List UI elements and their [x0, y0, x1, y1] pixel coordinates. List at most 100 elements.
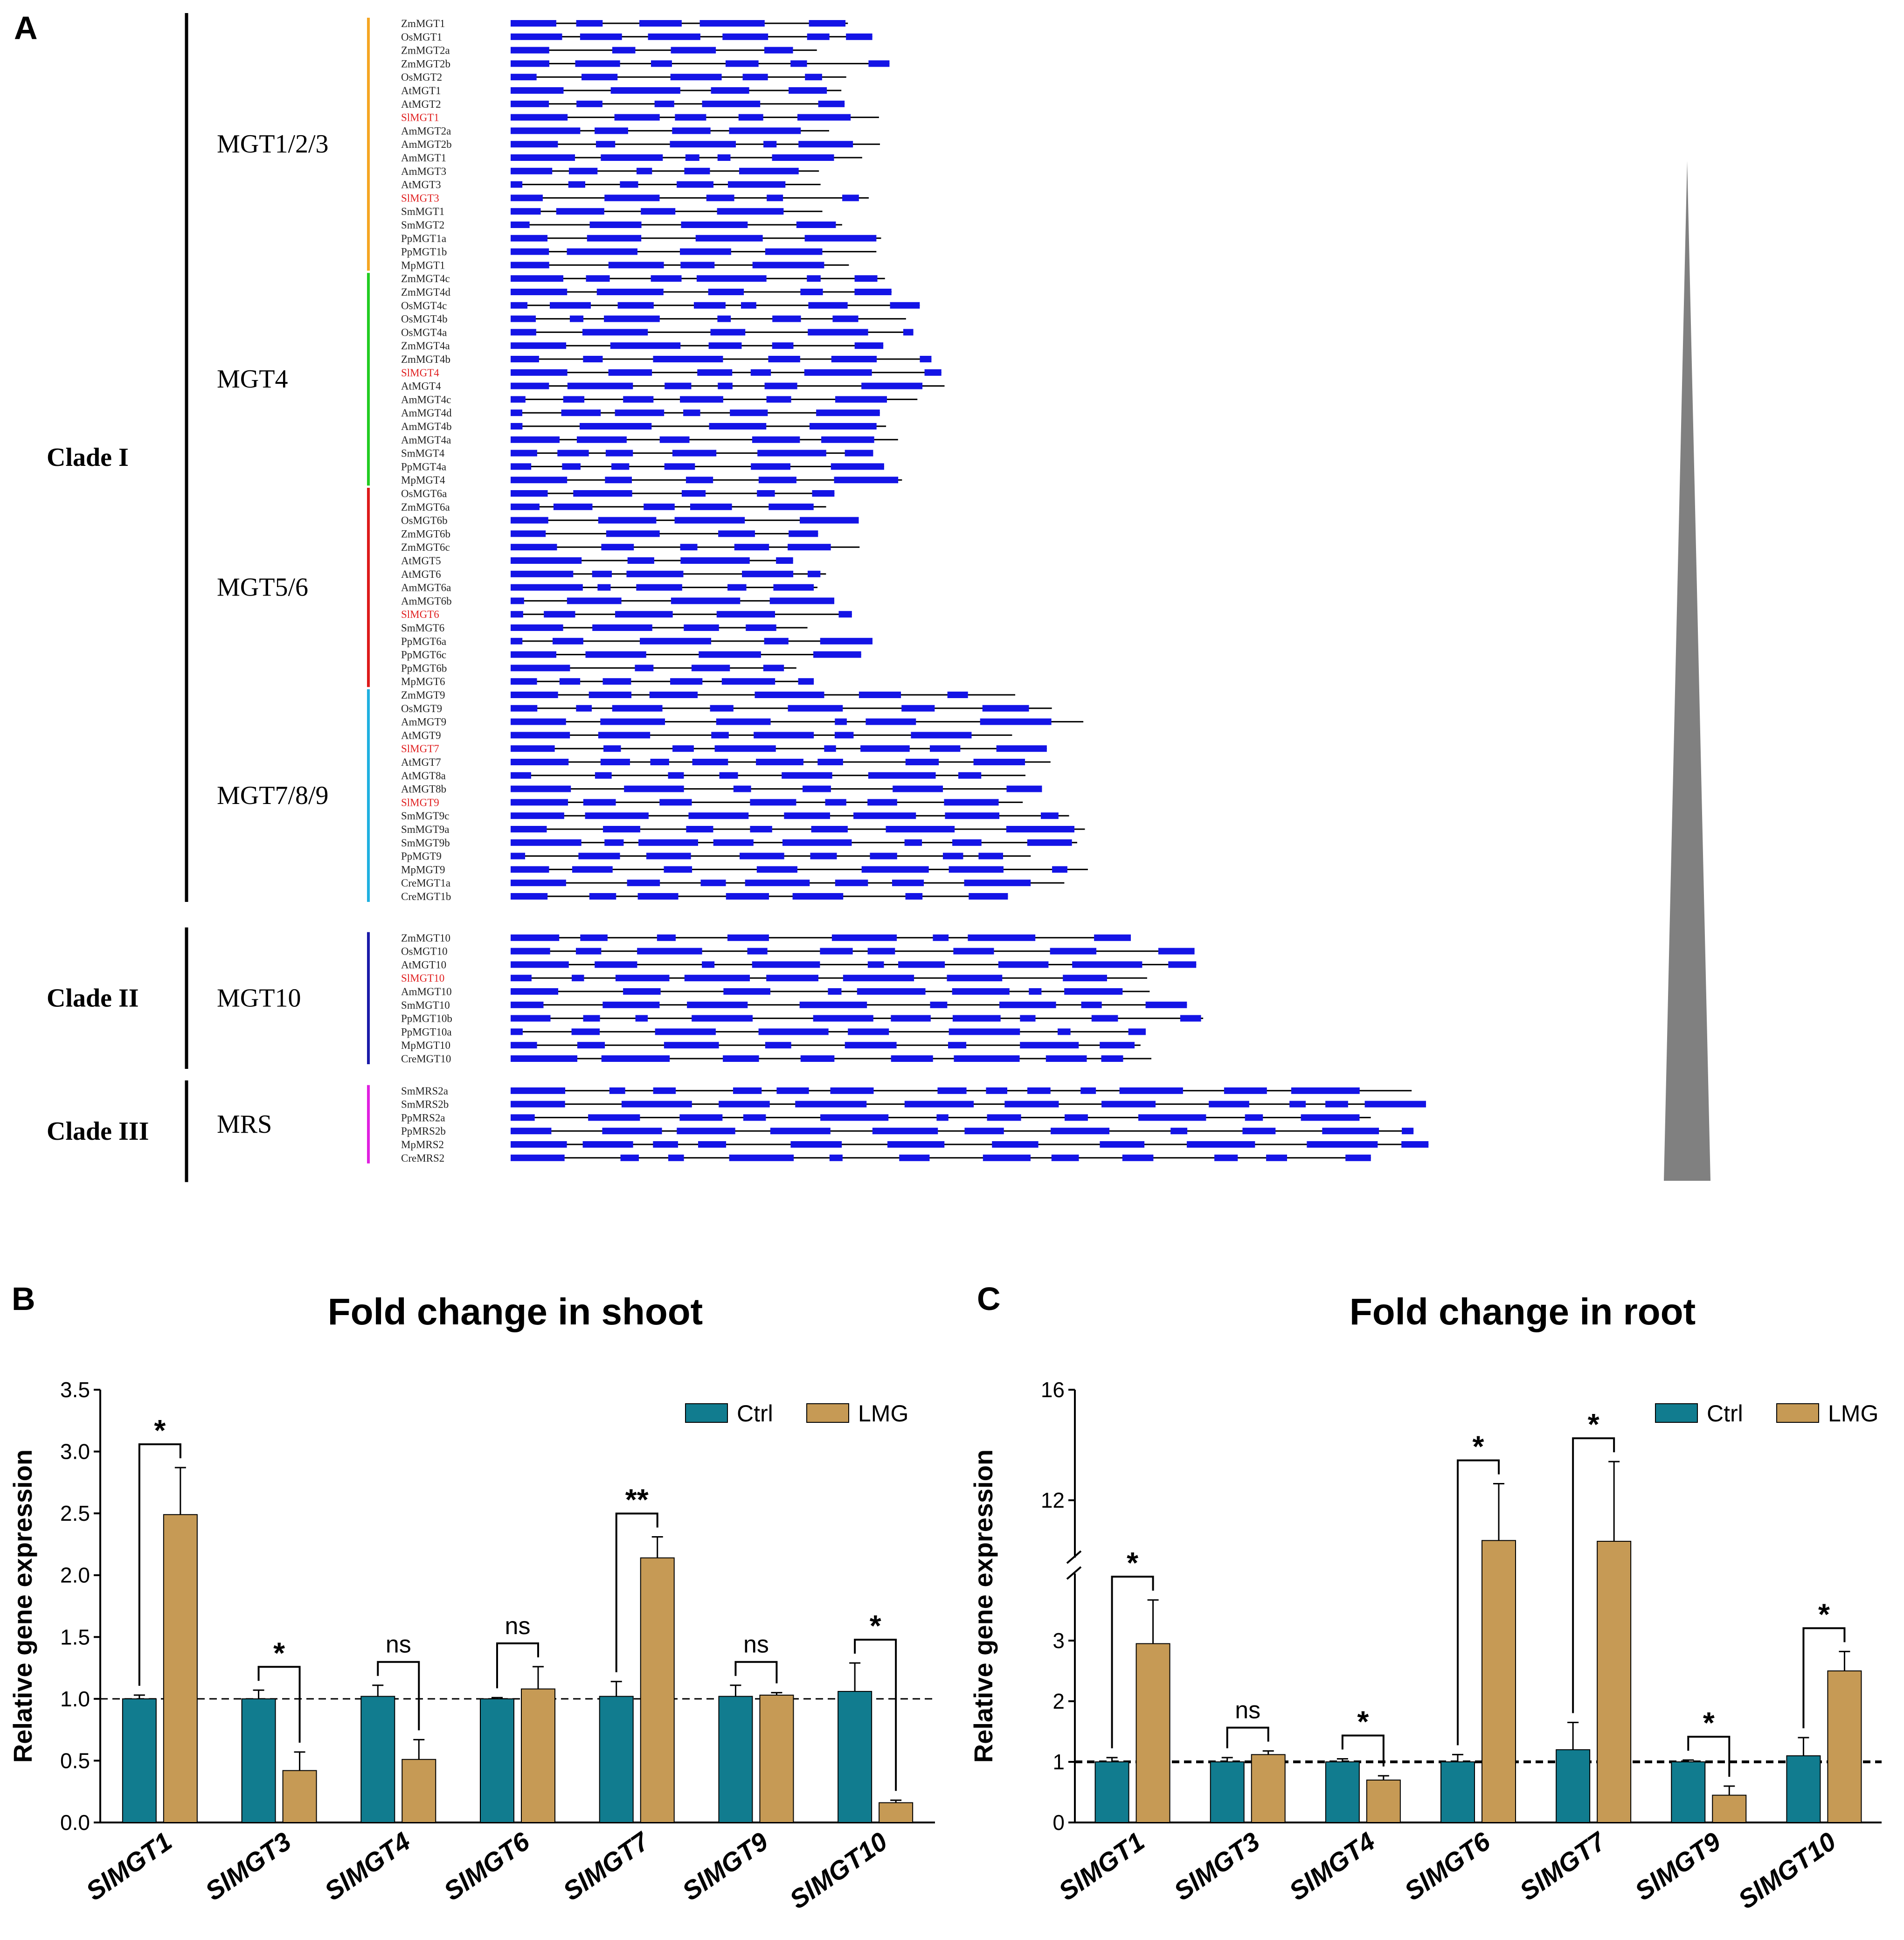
- exon-block: [1101, 1101, 1156, 1108]
- exon-block: [603, 745, 621, 752]
- exon-block: [588, 1114, 640, 1121]
- exon-block: [646, 852, 691, 859]
- exon-block: [861, 866, 929, 873]
- exon-block: [693, 302, 726, 309]
- exon-block: [575, 60, 620, 67]
- bar-ctrl-slmgt6: [1440, 1761, 1475, 1823]
- bar-lmg-slmgt6: [1482, 1540, 1516, 1823]
- exon-block: [768, 356, 800, 362]
- significance-bracket: [1802, 1627, 1846, 1728]
- significance-label: *: [1818, 1597, 1830, 1631]
- bar-ctrl-slmgt1: [122, 1698, 157, 1823]
- exon-block: [825, 799, 846, 806]
- exon-block: [758, 1028, 829, 1035]
- exon-block: [511, 154, 575, 161]
- exon-block: [807, 570, 821, 577]
- exon-block: [708, 289, 744, 295]
- gene-label-ammgt4b: AmMGT4b: [401, 421, 452, 432]
- exon-block: [784, 812, 830, 819]
- exon-block: [717, 208, 784, 215]
- exon-block: [650, 759, 669, 765]
- exon-block: [511, 611, 523, 618]
- exon-block: [945, 812, 1000, 819]
- exon-block: [758, 477, 796, 484]
- exon-block: [511, 396, 526, 403]
- exon-block: [764, 637, 789, 644]
- gene-label-ammgt2a: AmMGT2a: [401, 125, 451, 137]
- gene-label-slmgt7: SlMGT7: [401, 743, 439, 755]
- exon-block: [719, 772, 738, 779]
- exon-block: [511, 893, 548, 900]
- exon-block: [680, 262, 715, 269]
- exon-block: [797, 114, 851, 121]
- exon-block: [711, 87, 749, 94]
- exon-block: [697, 369, 733, 376]
- gene-label-ppmgt10a: PpMGT10a: [401, 1026, 452, 1038]
- exon-block: [685, 477, 713, 484]
- exon-block: [721, 678, 775, 685]
- gene-label-osmgt6a: OsMGT6a: [401, 488, 447, 499]
- exon-block: [1128, 1028, 1146, 1035]
- exon-block: [750, 826, 772, 832]
- exon-block: [639, 20, 682, 27]
- exon-block: [987, 1114, 1021, 1121]
- exon-block: [714, 745, 776, 752]
- exon-block: [511, 275, 563, 282]
- exon-block: [978, 852, 1004, 859]
- exon-block: [1020, 1042, 1079, 1049]
- exon-block: [511, 114, 568, 121]
- exon-block: [766, 396, 791, 403]
- exon-block: [892, 880, 924, 887]
- bar-ctrl-slmgt7: [1556, 1749, 1591, 1823]
- exon-block: [635, 1015, 648, 1022]
- category-label-slmgt4: SlMGT4: [319, 1826, 415, 1906]
- gene-label-zmmgt10: ZmMGT10: [401, 932, 450, 944]
- exon-block: [798, 141, 853, 148]
- exon-block: [672, 745, 694, 752]
- bar-ctrl-slmgt6: [480, 1698, 514, 1823]
- gene-label-cremrs2: CreMRS2: [401, 1152, 444, 1164]
- exon-block: [511, 60, 549, 67]
- exon-block: [845, 1042, 897, 1049]
- gene-structure-tree: ZmMGT1OsMGT1ZmMGT2aZmMGT2bOsMGT2AtMGT1At…: [47, 13, 1710, 1182]
- significance-label: ns: [386, 1631, 411, 1658]
- exon-block: [511, 651, 556, 658]
- exon-block: [887, 1141, 945, 1148]
- exon-block: [559, 678, 581, 685]
- exon-block: [739, 167, 799, 174]
- exon-block: [752, 961, 820, 968]
- exon-block: [790, 1141, 842, 1148]
- gene-label-slmgt10: SlMGT10: [401, 972, 444, 984]
- exon-block: [773, 584, 814, 591]
- exon-block: [1158, 948, 1195, 955]
- exon-block: [1051, 1154, 1079, 1161]
- significance-label: *: [870, 1609, 881, 1642]
- gene-label-zmmgt4a: ZmMGT4a: [401, 340, 450, 352]
- exon-block: [511, 1015, 551, 1022]
- exon-block: [702, 100, 761, 107]
- exon-block: [511, 692, 558, 698]
- bar-lmg-slmgt10: [879, 1802, 914, 1823]
- gene-label-atmgt8a: AtMGT8a: [401, 770, 446, 782]
- exon-block: [1301, 1114, 1360, 1121]
- panel-label-b: B: [12, 1281, 35, 1317]
- exon-block: [511, 87, 564, 94]
- gene-label-zmmgt4b: ZmMGT4b: [401, 353, 450, 365]
- exon-block: [830, 1087, 874, 1094]
- gene-label-slmgt1: SlMGT1: [401, 112, 439, 124]
- exon-block: [511, 584, 583, 591]
- exon-block: [763, 665, 784, 672]
- exon-block: [796, 222, 836, 228]
- exon-block: [936, 1114, 949, 1121]
- exon-block: [1325, 1101, 1348, 1108]
- gene-label-smmgt9c: SmMGT9c: [401, 810, 450, 822]
- exon-block: [567, 382, 633, 389]
- exon-block: [821, 436, 874, 443]
- exon-block: [699, 651, 761, 658]
- exon-block: [511, 839, 582, 846]
- exon-block: [615, 409, 665, 416]
- gene-label-zmmgt4c: ZmMGT4c: [401, 273, 450, 284]
- exon-block: [867, 799, 897, 806]
- gene-label-atmgt10: AtMGT10: [401, 959, 446, 970]
- exon-block: [511, 262, 549, 269]
